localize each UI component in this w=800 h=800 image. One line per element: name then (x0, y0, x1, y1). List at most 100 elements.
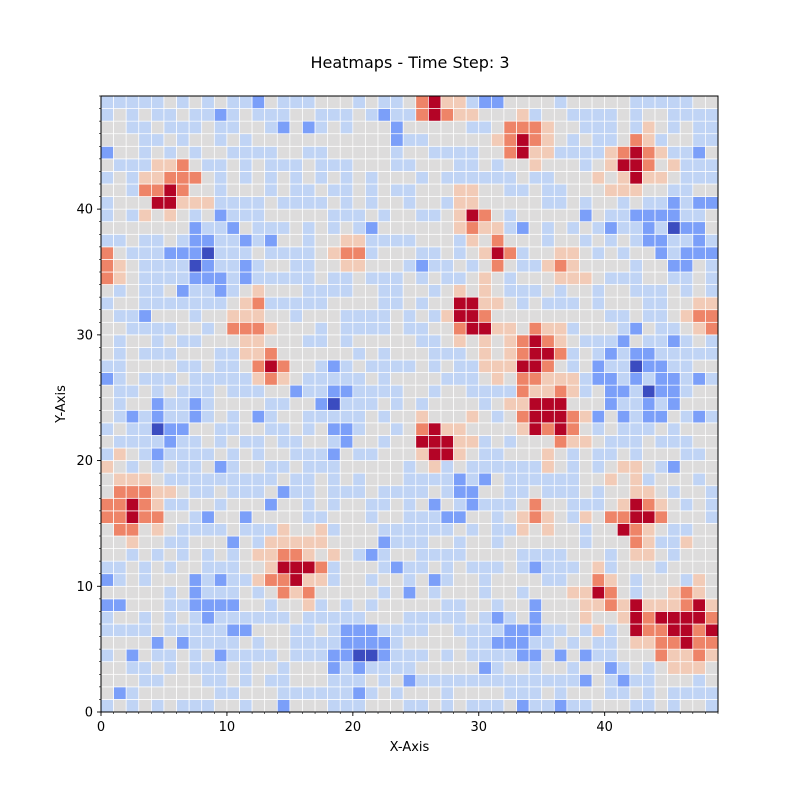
heatmap-cell (579, 686, 593, 700)
heatmap-cell (327, 673, 341, 688)
heatmap-cell (377, 171, 391, 185)
heatmap-cell (352, 347, 366, 361)
heatmap-cell (440, 221, 454, 235)
heatmap-cell (213, 598, 228, 612)
heatmap-cell (629, 246, 643, 260)
heatmap-cell (616, 636, 631, 650)
heatmap-cell (176, 673, 190, 688)
heatmap-cell (352, 183, 366, 197)
heatmap-cell (616, 171, 631, 185)
heatmap-cell (553, 133, 568, 147)
y-tick-label: 0 (85, 706, 93, 721)
heatmap-cell (365, 309, 379, 323)
heatmap-cell (339, 435, 354, 449)
heatmap-cell (352, 233, 366, 248)
heatmap-cell (679, 636, 694, 650)
heatmap-cell (339, 271, 354, 285)
heatmap-cell (188, 497, 203, 512)
heatmap-cell (516, 523, 530, 537)
heatmap-cell (629, 296, 643, 311)
heatmap-cell (201, 560, 215, 575)
heatmap-cell (339, 686, 354, 700)
heatmap-cell (654, 661, 668, 675)
heatmap-cell (239, 535, 253, 549)
heatmap-cell (163, 409, 177, 424)
heatmap-cell (264, 422, 278, 436)
heatmap-cell (667, 359, 681, 373)
heatmap-cell (302, 145, 316, 160)
heatmap-cell (113, 309, 127, 323)
heatmap-cell (339, 171, 354, 185)
heatmap-cell (591, 611, 606, 625)
heatmap-cell (289, 686, 303, 700)
heatmap-cell (692, 548, 706, 562)
heatmap-cell (226, 296, 240, 311)
heatmap-cell (163, 271, 177, 285)
heatmap-cell (705, 133, 719, 147)
heatmap-cell (629, 133, 643, 147)
heatmap-cell (415, 460, 429, 474)
heatmap-cell (100, 359, 114, 373)
heatmap-cell (339, 699, 354, 713)
heatmap-cell (264, 196, 278, 210)
heatmap-cell (553, 347, 568, 361)
heatmap-cell (176, 535, 190, 549)
heatmap-cell (503, 108, 517, 122)
heatmap-cell (465, 284, 480, 298)
heatmap-cell (579, 409, 593, 424)
heatmap-cell (667, 158, 681, 172)
y-tick-label: 30 (76, 328, 93, 343)
heatmap-cell (654, 108, 668, 122)
heatmap-cell (163, 183, 177, 197)
heatmap-cell (528, 359, 543, 373)
heatmap-cell (352, 472, 366, 487)
heatmap-cell (692, 435, 706, 449)
heatmap-cell (100, 497, 114, 512)
heatmap-cell (138, 133, 152, 147)
heatmap-cell (213, 699, 228, 713)
heatmap-cell (604, 284, 618, 298)
heatmap-cell (100, 284, 114, 298)
heatmap-cell (629, 611, 643, 625)
heatmap-cell (276, 120, 291, 135)
heatmap-cell (579, 309, 593, 323)
heatmap-cell (365, 171, 379, 185)
heatmap-cell (642, 623, 656, 637)
heatmap-cell (440, 560, 454, 575)
heatmap-cell (642, 548, 656, 562)
heatmap-cell (138, 296, 152, 311)
heatmap-cell (440, 472, 454, 487)
heatmap-cell (151, 472, 165, 487)
heatmap-cell (125, 108, 140, 122)
heatmap-cell (402, 321, 417, 336)
heatmap-cell (188, 661, 203, 675)
heatmap-cell (705, 699, 719, 713)
heatmap-cell (176, 661, 190, 675)
heatmap-cell (579, 183, 593, 197)
heatmap-cell (642, 648, 656, 663)
heatmap-cell (100, 686, 114, 700)
heatmap-cell (113, 636, 127, 650)
heatmap-cell (705, 284, 719, 298)
heatmap-cell (491, 145, 505, 160)
heatmap-cell (138, 208, 152, 223)
heatmap-cell (516, 673, 530, 688)
heatmap-cell (566, 686, 580, 700)
heatmap-cell (604, 334, 618, 348)
heatmap-cell (213, 259, 228, 273)
heatmap-cell (642, 560, 656, 575)
heatmap-cell (402, 699, 417, 713)
heatmap-cell (528, 686, 543, 700)
heatmap-cell (226, 497, 240, 512)
heatmap-cell (125, 598, 140, 612)
heatmap-cell (566, 409, 580, 424)
heatmap-cell (616, 598, 631, 612)
heatmap-cell (566, 598, 580, 612)
heatmap-cell (465, 535, 480, 549)
heatmap-cell (176, 108, 190, 122)
heatmap-cell (428, 573, 442, 587)
heatmap-cell (339, 661, 354, 675)
heatmap-cell (465, 221, 480, 235)
heatmap-cell (465, 158, 480, 172)
heatmap-cell (478, 183, 492, 197)
